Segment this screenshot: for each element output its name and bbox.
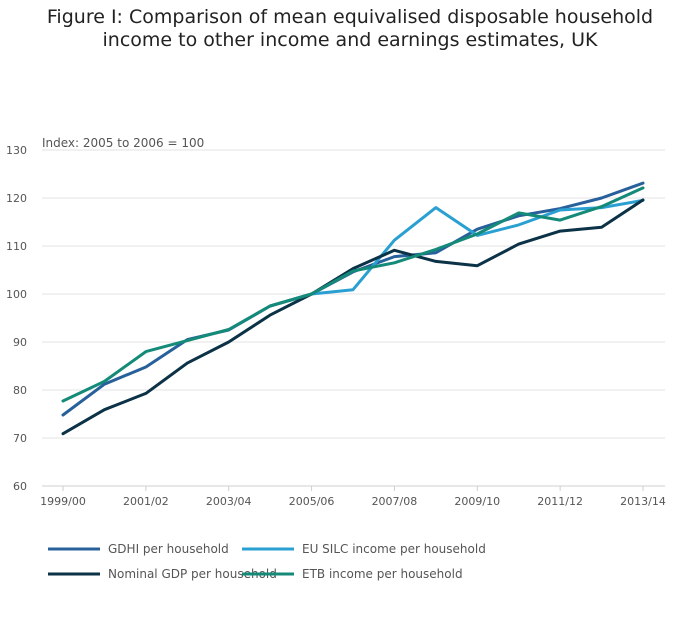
legend-item: EU SILC income per household: [242, 542, 486, 556]
x-tick-label: 2013/14: [620, 495, 666, 508]
legend-label: Nominal GDP per household: [108, 567, 277, 581]
legend-item: ETB income per household: [242, 567, 463, 581]
legend: GDHI per household EU SILC income per hou…: [48, 542, 486, 581]
x-tick-label: 2011/12: [537, 495, 583, 508]
series-line-nominal-gdp-per-household: [61, 198, 645, 436]
y-tick-label: 80: [13, 384, 27, 397]
x-tick-label: 2009/10: [454, 495, 500, 508]
y-tick-label: 120: [6, 192, 27, 205]
legend-item: Nominal GDP per household: [48, 567, 277, 581]
x-tick-label: 2003/04: [206, 495, 252, 508]
legend-label: ETB income per household: [302, 567, 463, 581]
y-axis-ticks: 60 70 80 90 100 110 120 130: [6, 144, 27, 493]
y-tick-label: 100: [6, 288, 27, 301]
y-axis-label: Index: 2005 to 2006 = 100: [42, 136, 204, 150]
legend-item: GDHI per household: [48, 542, 229, 556]
y-tick-label: 60: [13, 480, 27, 493]
gridlines: [42, 149, 665, 487]
series-line-eu-silc-income-per-household: [310, 198, 645, 296]
y-tick-label: 110: [6, 240, 27, 253]
x-tick-label: 2007/08: [372, 495, 418, 508]
x-tick-label: 1999/00: [40, 495, 86, 508]
y-tick-label: 70: [13, 432, 27, 445]
x-tick-label: 2001/02: [123, 495, 169, 508]
legend-label: GDHI per household: [108, 542, 229, 556]
legend-label: EU SILC income per household: [302, 542, 486, 556]
x-tick-label: 2005/06: [289, 495, 335, 508]
series-line-etb-income-per-household: [61, 186, 645, 403]
series-lines: [61, 181, 645, 436]
y-tick-label: 90: [13, 336, 27, 349]
y-tick-label: 130: [6, 144, 27, 157]
chart-title: Figure I: Comparison of mean equivalised…: [46, 6, 654, 51]
x-axis-ticks: 1999/00 2001/02 2003/04 2005/06 2007/08 2009/…: [40, 486, 666, 508]
